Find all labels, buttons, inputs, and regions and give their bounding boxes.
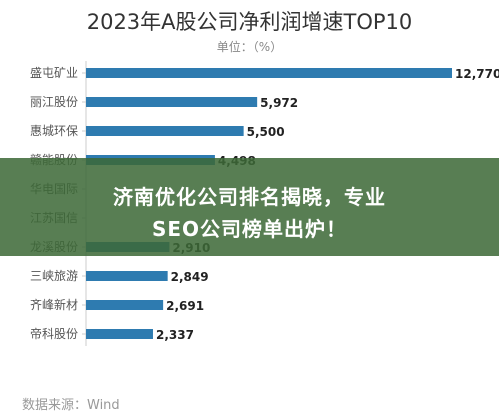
bar xyxy=(86,68,452,78)
banner-headline-line1: 济南优化公司排名揭晓，专业 xyxy=(113,185,386,209)
bar xyxy=(86,97,258,107)
chart-subtitle: 单位：（%） xyxy=(216,40,283,54)
value-label: 2,691 xyxy=(166,299,204,313)
value-label: 5,972 xyxy=(260,96,298,110)
value-label: 12,770 xyxy=(455,67,499,81)
data-source: 数据来源：Wind xyxy=(22,398,120,413)
bar xyxy=(86,126,244,136)
value-label: 2,849 xyxy=(171,270,209,284)
category-label: 惠城环保 xyxy=(30,124,78,138)
category-label: 齐峰新材 xyxy=(30,297,78,312)
category-label: 三峡旅游 xyxy=(30,269,78,283)
category-label: 盛屯矿业 xyxy=(30,65,78,80)
value-label: 5,500 xyxy=(247,125,285,139)
chart-title: 2023年A股公司净利润增速TOP10 xyxy=(86,10,413,34)
bar xyxy=(86,271,168,281)
banner-overlay xyxy=(0,158,499,256)
bar xyxy=(86,329,153,339)
banner-headline-line2: SEO公司榜单出炉！ xyxy=(151,217,348,241)
bar xyxy=(86,300,164,310)
value-label: 2,337 xyxy=(156,328,194,342)
category-label: 帝科股份 xyxy=(30,326,78,341)
category-label: 丽江股份 xyxy=(30,95,78,109)
